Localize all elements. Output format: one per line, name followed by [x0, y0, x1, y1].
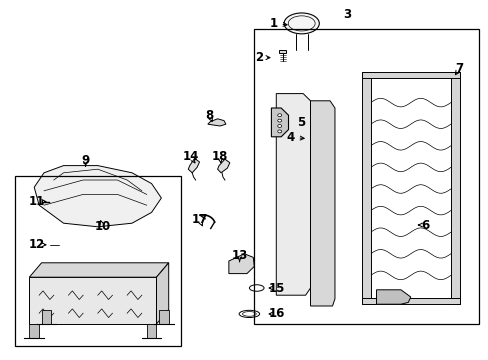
Text: 12: 12: [28, 238, 45, 251]
Text: 5: 5: [296, 116, 304, 129]
Text: 1: 1: [269, 17, 277, 30]
Polygon shape: [279, 50, 285, 53]
Text: 2: 2: [255, 51, 263, 64]
Circle shape: [277, 119, 281, 122]
Polygon shape: [146, 324, 156, 338]
Polygon shape: [29, 277, 156, 324]
Text: 14: 14: [182, 150, 199, 163]
Text: 16: 16: [268, 307, 285, 320]
Polygon shape: [361, 72, 459, 78]
Polygon shape: [361, 298, 459, 304]
Text: 9: 9: [81, 154, 89, 167]
Text: 18: 18: [211, 150, 228, 163]
Polygon shape: [276, 94, 310, 295]
Polygon shape: [156, 263, 168, 324]
Ellipse shape: [239, 310, 259, 318]
Text: 4: 4: [286, 131, 294, 144]
Polygon shape: [29, 263, 168, 277]
Text: 7: 7: [455, 62, 463, 75]
Polygon shape: [188, 158, 199, 173]
Text: 15: 15: [268, 282, 285, 294]
Text: 17: 17: [191, 213, 207, 226]
Polygon shape: [450, 72, 459, 304]
Circle shape: [277, 114, 281, 117]
Text: 8: 8: [205, 109, 213, 122]
Polygon shape: [376, 290, 410, 304]
Ellipse shape: [284, 13, 319, 34]
Bar: [15, 176, 181, 346]
Bar: [254, 29, 478, 324]
Polygon shape: [159, 310, 168, 324]
Polygon shape: [228, 254, 254, 274]
Polygon shape: [361, 72, 370, 304]
Text: 11: 11: [28, 195, 45, 208]
Polygon shape: [34, 166, 161, 227]
Text: 13: 13: [231, 249, 247, 262]
Circle shape: [277, 125, 281, 127]
Polygon shape: [310, 101, 334, 306]
Text: 10: 10: [94, 220, 111, 233]
Text: 3: 3: [343, 8, 350, 21]
Ellipse shape: [249, 285, 264, 291]
Text: 6: 6: [421, 219, 428, 231]
Polygon shape: [41, 310, 51, 324]
Polygon shape: [271, 108, 288, 137]
Polygon shape: [217, 159, 229, 173]
Circle shape: [277, 130, 281, 133]
Polygon shape: [29, 324, 39, 338]
Polygon shape: [207, 119, 225, 126]
